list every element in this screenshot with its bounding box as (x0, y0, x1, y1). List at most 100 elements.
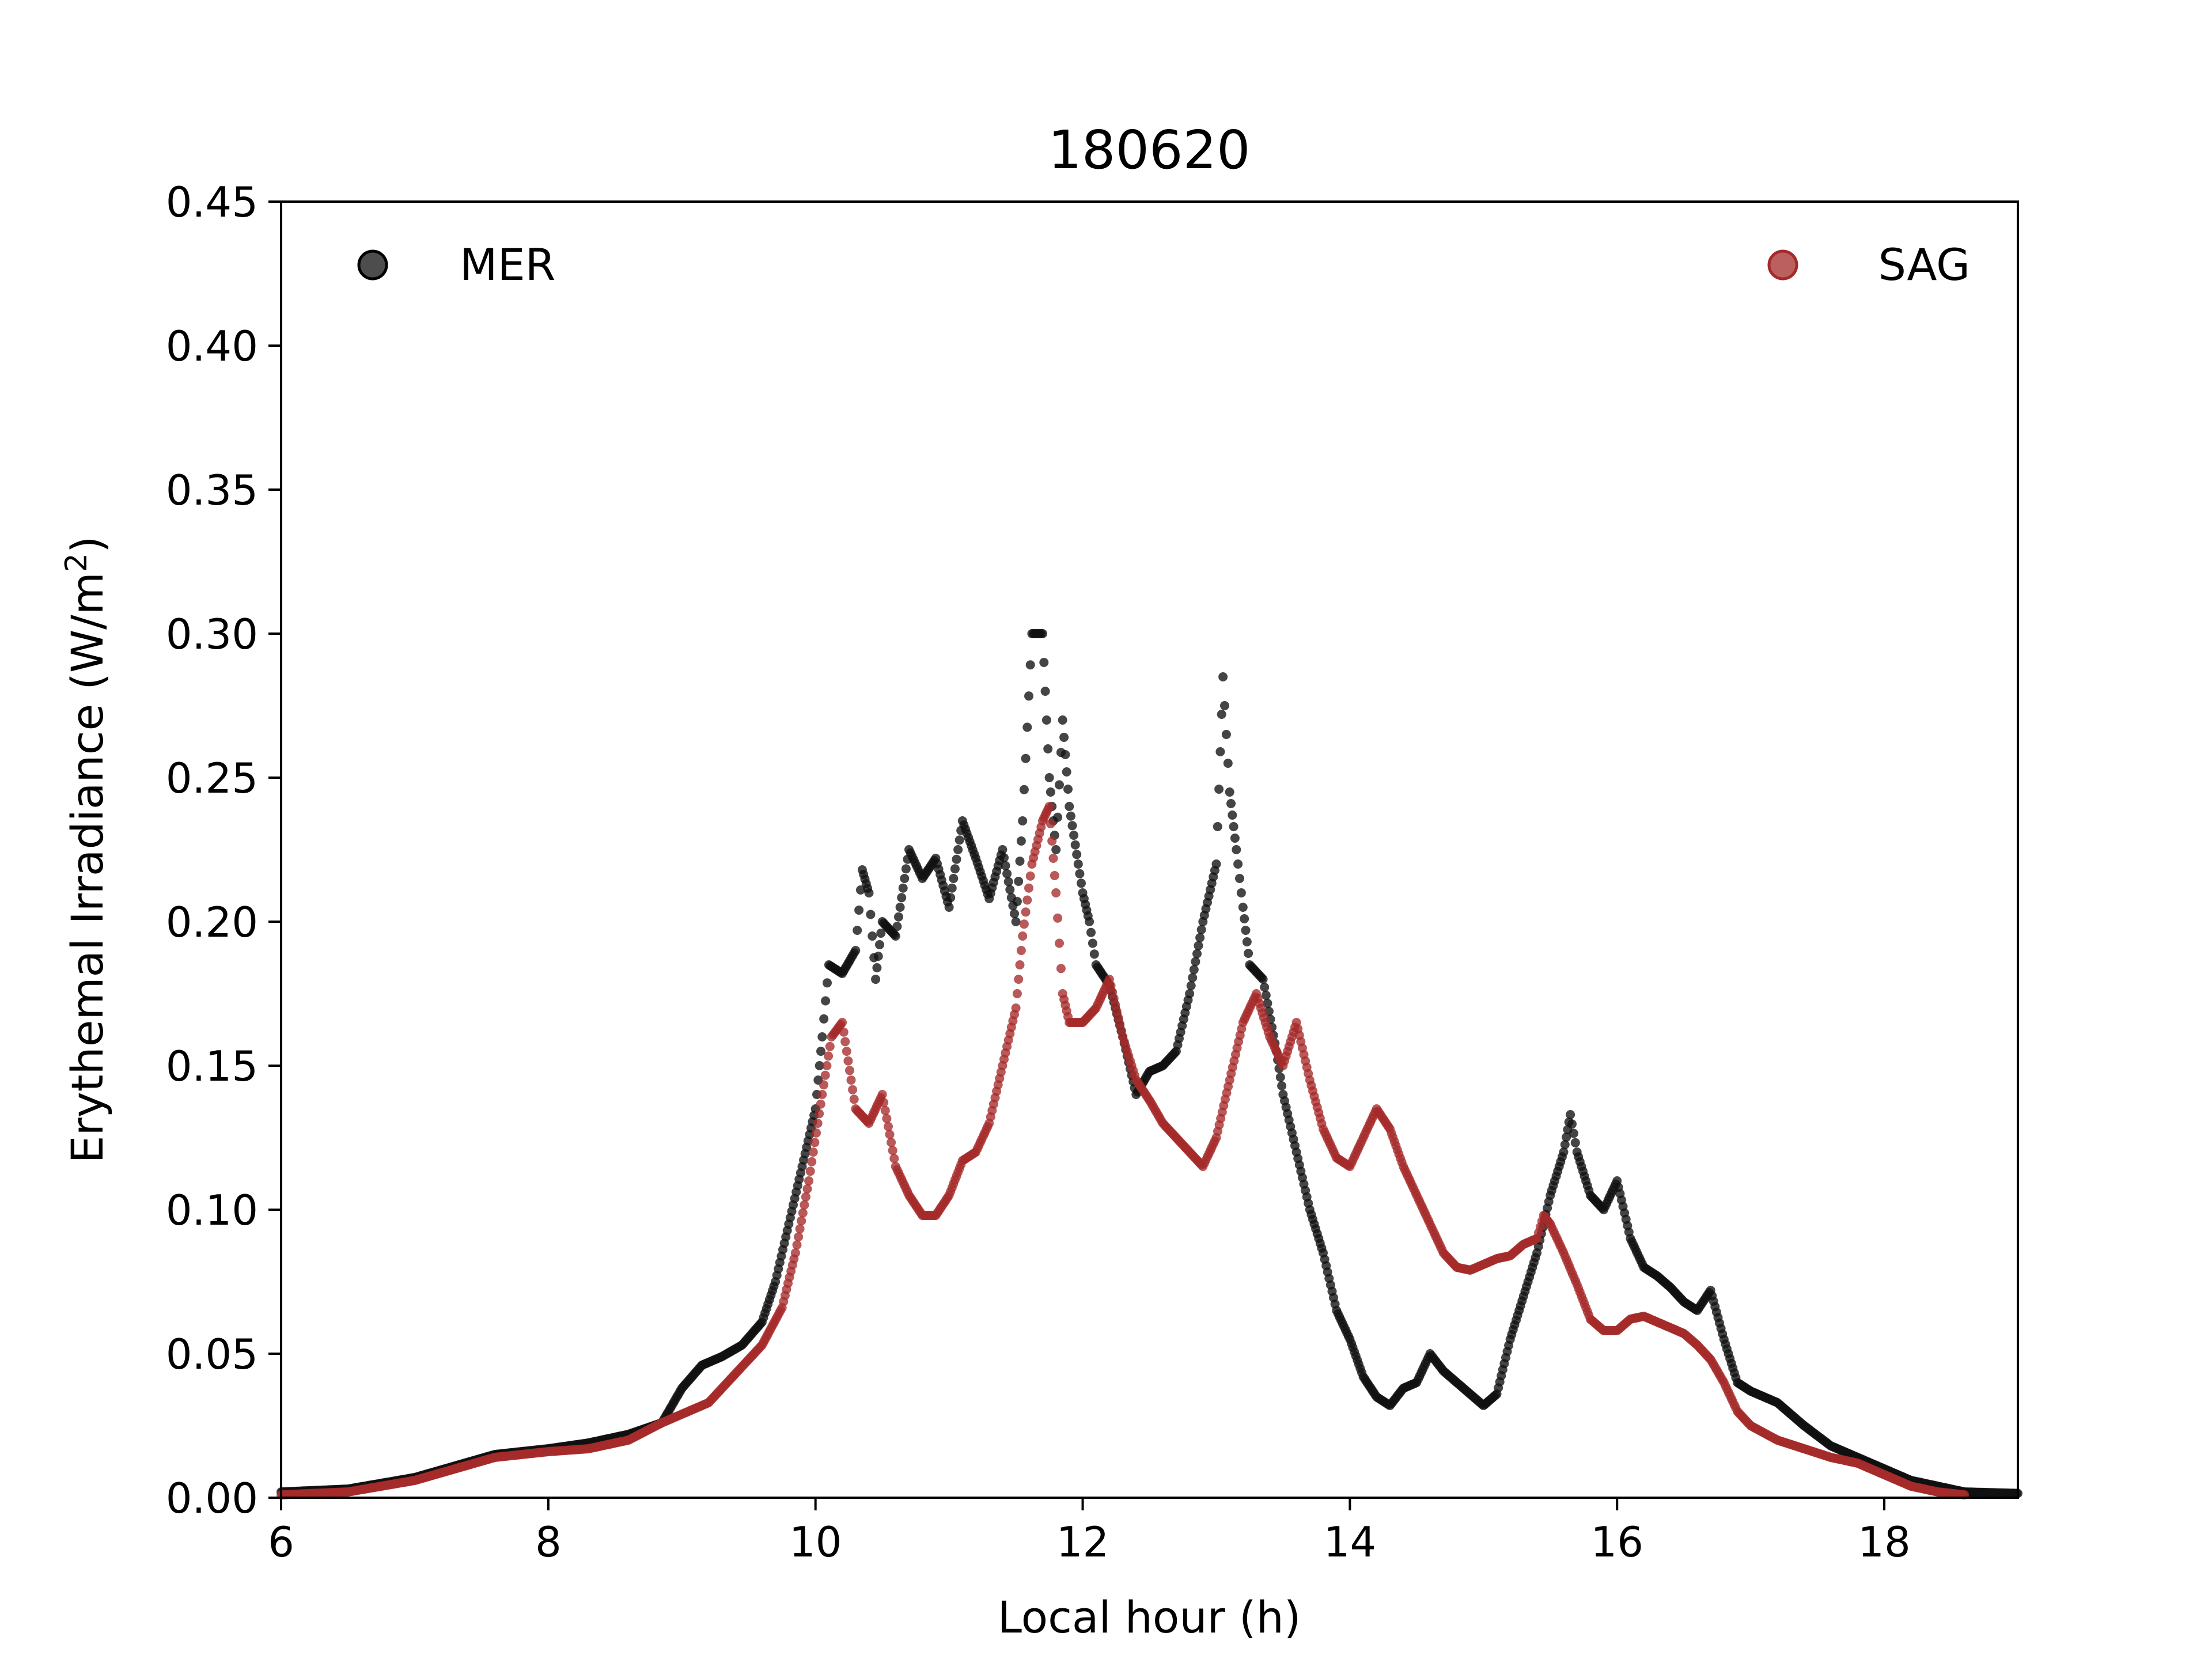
point-mer (1085, 917, 1094, 926)
point-sag (1053, 913, 1063, 923)
point-mer (1001, 861, 1010, 870)
point-mer (1059, 733, 1069, 742)
point-sag (1055, 938, 1064, 948)
point-mer (1230, 834, 1240, 843)
y-axis-ticks: 0.00 0.05 0.10 0.15 0.20 0.25 0.30 0.35 0.40 0.45 (166, 178, 281, 1522)
point-sag (1015, 960, 1025, 969)
point-mer (1196, 925, 1206, 934)
point-mer (1005, 885, 1015, 895)
point-sag (1051, 888, 1061, 897)
y-tick-label: 0.40 (166, 322, 258, 370)
point-sag (1014, 975, 1024, 984)
point-mer (853, 926, 862, 935)
point-sag (824, 1051, 834, 1061)
point-mer (1214, 785, 1224, 794)
point-mer (1072, 850, 1082, 859)
point-mer (1011, 917, 1021, 926)
point-mer (1277, 1081, 1287, 1090)
x-tick-label: 8 (535, 1518, 562, 1566)
point-mer (944, 903, 954, 912)
y-tick-label: 0.15 (166, 1042, 258, 1090)
point-sag (1021, 907, 1031, 917)
x-tick-label: 12 (1056, 1518, 1109, 1566)
point-sag (1048, 854, 1058, 863)
point-mer (1086, 927, 1096, 937)
point-mer (1236, 888, 1246, 897)
point-mer (1238, 903, 1248, 912)
point-mer (901, 864, 911, 874)
point-mer (1567, 1119, 1577, 1129)
y-axis-label: Erythemal Irradiance (W/m2) (59, 536, 113, 1164)
point-mer (1039, 658, 1049, 667)
y-axis-label-close: ) (62, 536, 113, 554)
point-sag (1018, 931, 1028, 941)
legend-mer: MER (357, 239, 555, 290)
point-mer (851, 946, 861, 955)
point-mer (1012, 897, 1022, 906)
point-mer (1217, 710, 1226, 719)
point-sag (888, 1146, 897, 1156)
point-mer (1260, 982, 1270, 992)
point-mer (1066, 811, 1075, 821)
point-mer (1041, 715, 1051, 725)
point-sag (882, 1113, 892, 1123)
point-mer (1261, 990, 1271, 1000)
point-mer (900, 874, 910, 883)
point-mer (1189, 965, 1199, 975)
point-mer (1043, 744, 1053, 753)
point-sag (849, 1094, 859, 1104)
point-mer (1191, 957, 1200, 967)
point-mer (1275, 1073, 1285, 1082)
point-mer (946, 893, 956, 903)
point-mer (1186, 981, 1196, 991)
point-mer (1002, 869, 1012, 878)
point-mer (816, 1047, 825, 1056)
point-mer (1021, 753, 1031, 763)
point-mer (1051, 845, 1061, 854)
legend-mer-marker (357, 249, 388, 281)
point-mer (1233, 859, 1243, 869)
point-sag (815, 1109, 824, 1119)
point-sag (805, 1166, 815, 1176)
point-mer (1063, 785, 1073, 794)
legend-sag-label: SAG (1878, 239, 1970, 290)
point-sag (885, 1130, 895, 1139)
point-mer (897, 893, 907, 903)
point-sag (880, 1105, 890, 1115)
point-mer (1232, 845, 1241, 854)
point-mer (1185, 989, 1195, 998)
point-mer (1058, 715, 1067, 725)
point-mer (1046, 787, 1055, 797)
point-sag (1050, 871, 1059, 880)
point-mer (872, 963, 882, 972)
point-sag (843, 1056, 853, 1066)
point-mer (1211, 859, 1221, 869)
point-sag (798, 1208, 808, 1218)
point-sag (846, 1075, 856, 1085)
point-sag (812, 1128, 821, 1138)
point-mer (1562, 1132, 1571, 1142)
point-mer (1053, 812, 1063, 822)
point-sag (889, 1154, 899, 1164)
point-sag (808, 1147, 818, 1157)
point-mer (1062, 767, 1071, 777)
point-sag (825, 1041, 835, 1051)
point-mer (866, 910, 876, 919)
point-mer (1040, 687, 1050, 696)
point-mer (1060, 750, 1070, 759)
point-mer (1055, 780, 1064, 790)
point-sag (1016, 946, 1026, 955)
point-sag (800, 1200, 809, 1210)
point-mer (1215, 747, 1225, 756)
point-mer (1016, 836, 1026, 846)
point-mer (876, 929, 886, 938)
point-sag (1011, 1003, 1021, 1013)
y-tick-label: 0.05 (166, 1330, 258, 1378)
point-mer (1192, 949, 1202, 959)
point-sag (810, 1138, 820, 1147)
point-sag (797, 1216, 806, 1226)
point-mer (1038, 629, 1047, 638)
y-tick-label: 0.45 (166, 178, 258, 226)
point-mer (1560, 1140, 1570, 1149)
point-mer (953, 845, 963, 854)
